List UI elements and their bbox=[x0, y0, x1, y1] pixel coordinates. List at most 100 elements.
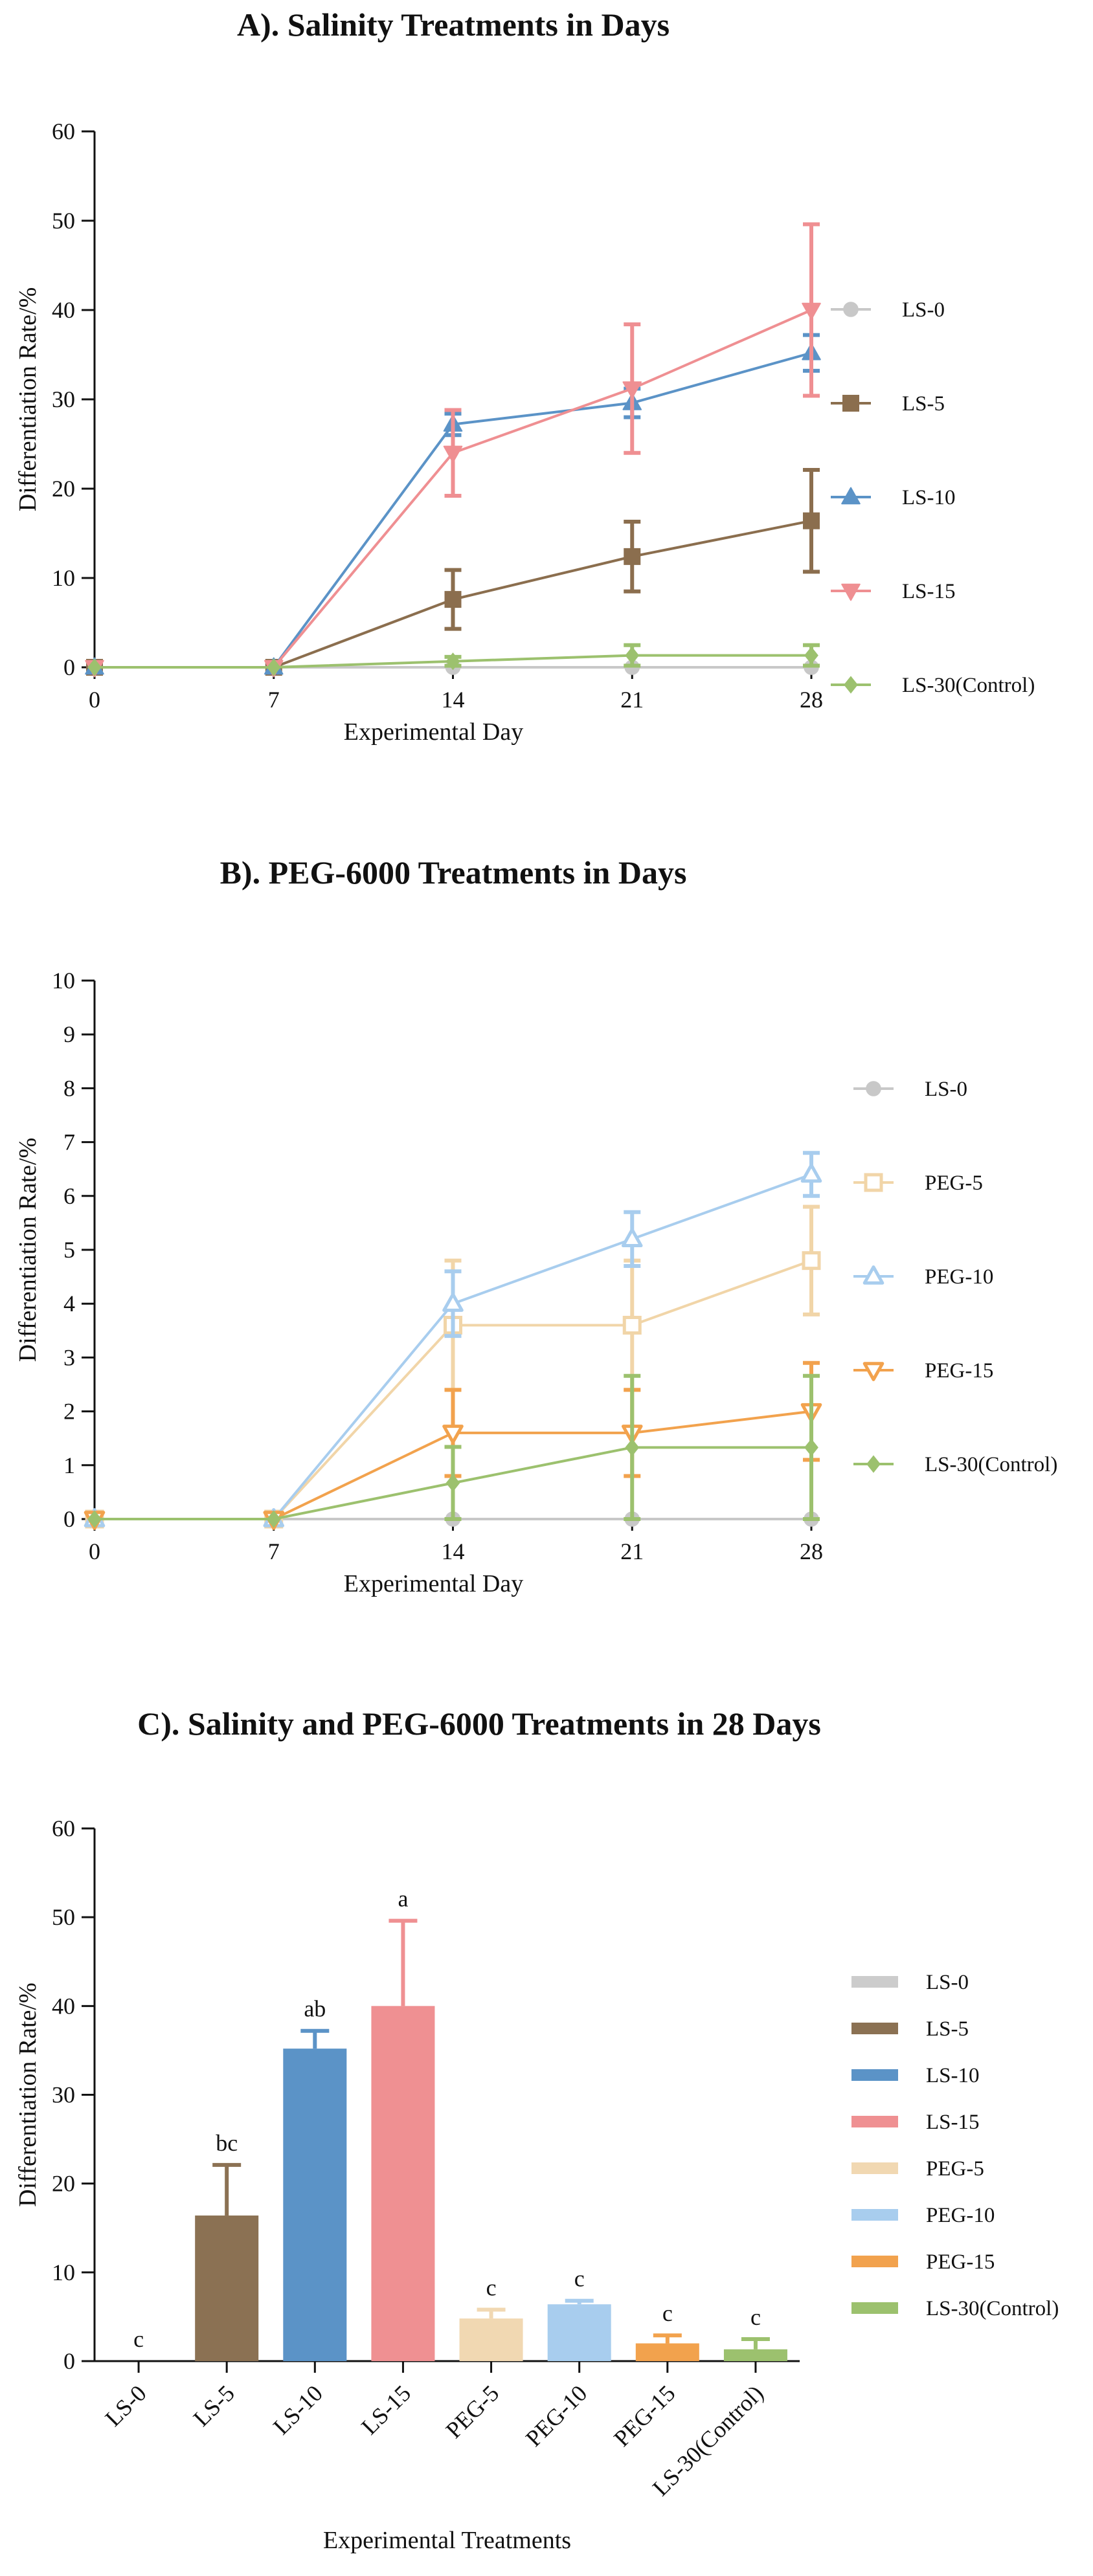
legend-item: LS-5 bbox=[851, 2017, 969, 2041]
legend-item: PEG-5 bbox=[853, 1171, 983, 1195]
x-axis-label: Experimental Day bbox=[344, 1570, 524, 1597]
x-tick-label: 14 bbox=[442, 1538, 465, 1564]
legend-item: PEG-15 bbox=[851, 2250, 995, 2274]
legend-item: LS-5 bbox=[831, 392, 945, 416]
error-bar bbox=[565, 2298, 594, 2305]
significance-label: a bbox=[398, 1886, 408, 1912]
data-point bbox=[625, 1438, 640, 1456]
legend-swatch bbox=[851, 2256, 898, 2267]
bar bbox=[547, 2304, 611, 2361]
x-tick-label: PEG-15 bbox=[609, 2380, 680, 2451]
y-axis-label: Differentiation Rate/% bbox=[14, 1982, 41, 2206]
x-tick-label: LS-0 bbox=[100, 2380, 152, 2431]
data-point bbox=[87, 658, 102, 676]
legend-item: PEG-10 bbox=[853, 1265, 993, 1289]
legend-item: LS-10 bbox=[831, 486, 956, 509]
x-tick-label: LS-15 bbox=[356, 2380, 416, 2439]
x-tick-label: 7 bbox=[268, 687, 280, 713]
legend-item: LS-15 bbox=[851, 2111, 980, 2134]
legend-label: LS-30(Control) bbox=[925, 1453, 1057, 1476]
x-axis-label: Experimental Day bbox=[344, 718, 524, 746]
y-tick-label: 30 bbox=[52, 386, 75, 412]
y-tick-label: 40 bbox=[52, 1993, 75, 2019]
legend-label: LS-15 bbox=[902, 580, 956, 603]
chart-title: A). Salinity Treatments in Days bbox=[237, 6, 670, 43]
legend-label: LS-0 bbox=[926, 1971, 969, 1994]
legend-item: LS-30(Control) bbox=[853, 1453, 1057, 1476]
line-chart-1: A). Salinity Treatments in Days 0 10 20 30 40… bbox=[14, 6, 1035, 746]
legend-label: LS-30(Control) bbox=[902, 674, 1035, 697]
y-tick-label: 20 bbox=[52, 476, 75, 502]
y-tick-label: 0 bbox=[63, 654, 75, 680]
y-tick-label: 60 bbox=[52, 1815, 75, 1841]
y-tick-label: 0 bbox=[63, 1506, 75, 1532]
data-point bbox=[802, 1251, 821, 1271]
legend-label: PEG-10 bbox=[926, 2204, 995, 2227]
bar bbox=[635, 2343, 699, 2361]
legend-marker bbox=[866, 1081, 881, 1096]
data-point bbox=[804, 1438, 818, 1456]
data-point bbox=[802, 302, 821, 320]
error-bar bbox=[741, 2337, 770, 2349]
legend-swatch bbox=[851, 2116, 898, 2127]
x-tick-label: 21 bbox=[620, 1538, 644, 1564]
legend-marker bbox=[866, 1455, 881, 1473]
y-tick-label: 10 bbox=[52, 565, 75, 591]
bar bbox=[723, 2349, 787, 2361]
significance-label: c bbox=[662, 2300, 673, 2326]
legend-item: LS-30(Control) bbox=[831, 674, 1035, 697]
x-axis-label: Experimental Treatments bbox=[323, 2527, 571, 2554]
y-axis-label: Differentiation Rate/% bbox=[14, 1138, 41, 1362]
y-tick-label: 50 bbox=[52, 1904, 75, 1930]
legend-label: LS-0 bbox=[925, 1078, 967, 1101]
data-point bbox=[266, 1510, 281, 1528]
x-tick-label: LS-10 bbox=[268, 2380, 328, 2439]
chart-title: B). PEG-6000 Treatments in Days bbox=[220, 854, 687, 891]
error-bar bbox=[300, 2028, 330, 2049]
y-tick-label: 10 bbox=[52, 968, 75, 994]
legend-label: PEG-5 bbox=[926, 2157, 984, 2181]
y-tick-label: 7 bbox=[63, 1129, 75, 1155]
legend-marker bbox=[841, 487, 861, 505]
legend-item: LS-30(Control) bbox=[851, 2297, 1059, 2320]
legend-label: LS-5 bbox=[902, 392, 945, 416]
data-point bbox=[445, 1474, 460, 1492]
error-bar bbox=[653, 2333, 682, 2344]
legend-item: PEG-10 bbox=[851, 2204, 995, 2227]
legend-label: LS-10 bbox=[926, 2064, 980, 2087]
y-tick-label: 2 bbox=[63, 1399, 75, 1425]
data-point bbox=[442, 1425, 464, 1444]
legend-item: LS-0 bbox=[831, 298, 945, 322]
legend-label: PEG-10 bbox=[925, 1265, 993, 1289]
y-tick-label: 1 bbox=[63, 1452, 75, 1478]
legend-item: LS-0 bbox=[851, 1971, 969, 1994]
legend-marker bbox=[843, 302, 859, 317]
y-axis-label: Differentiation Rate/% bbox=[14, 287, 41, 511]
legend: LS-0 PEG-5 PEG-10 PEG-15 LS-30(Control) bbox=[853, 1078, 1057, 1476]
y-tick-label: 20 bbox=[52, 2171, 75, 2197]
series-LS-5 bbox=[86, 468, 820, 676]
data-point bbox=[803, 512, 820, 529]
legend-label: LS-0 bbox=[902, 298, 945, 322]
x-tick-label: 21 bbox=[620, 687, 644, 713]
legend-label: LS-15 bbox=[926, 2111, 980, 2134]
legend-swatch bbox=[851, 2209, 898, 2221]
legend-swatch bbox=[851, 2023, 898, 2034]
legend-marker bbox=[864, 1173, 883, 1192]
legend-label: PEG-15 bbox=[926, 2250, 995, 2274]
y-tick-label: 0 bbox=[63, 2348, 75, 2374]
significance-label: c bbox=[486, 2274, 497, 2300]
x-tick-label: 7 bbox=[268, 1538, 280, 1564]
x-tick-label: PEG-10 bbox=[521, 2380, 592, 2451]
data-point bbox=[622, 381, 642, 399]
legend-marker bbox=[844, 676, 858, 694]
y-tick-label: 60 bbox=[52, 118, 75, 144]
data-point bbox=[443, 445, 463, 463]
y-tick-label: 40 bbox=[52, 297, 75, 323]
legend-item: LS-10 bbox=[851, 2064, 980, 2087]
legend: LS-0 LS-5 LS-10 LS-15 PEG-5 PEG-10 PEG-15 LS-30… bbox=[851, 1971, 1059, 2320]
legend-swatch bbox=[851, 2162, 898, 2174]
legend-label: LS-10 bbox=[902, 486, 956, 509]
series-PEG-10 bbox=[84, 1151, 822, 1527]
data-point bbox=[444, 591, 462, 608]
